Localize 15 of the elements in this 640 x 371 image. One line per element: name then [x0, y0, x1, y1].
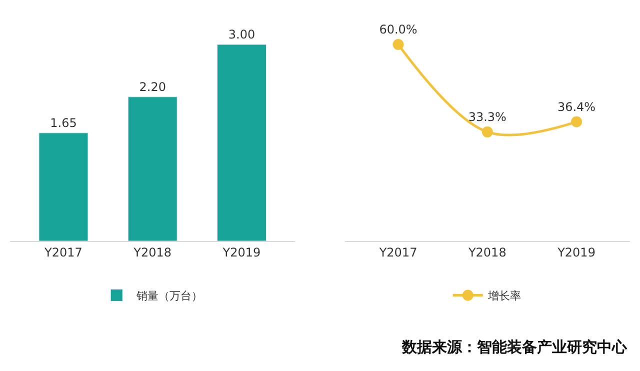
- x-tick-label: Y2019: [222, 245, 261, 260]
- data-label: 1.65: [50, 116, 77, 130]
- source-note: 数据来源：智能装备产业研究中心: [401, 338, 628, 356]
- x-tick-label: Y2018: [467, 245, 506, 260]
- data-label: 33.3%: [468, 110, 506, 124]
- x-tick-label: Y2017: [44, 245, 82, 260]
- data-label: 36.4%: [557, 100, 596, 114]
- data-label: 2.20: [139, 80, 166, 94]
- data-label: 3.00: [228, 27, 256, 42]
- x-tick-label: Y2018: [132, 245, 172, 260]
- x-tick-label: Y2017: [378, 245, 418, 260]
- legend-label: 增长率: [486, 290, 521, 303]
- legend-label: 销量（万台）: [136, 290, 203, 303]
- data-label: 60.0%: [379, 22, 418, 37]
- x-tick-label: Y2019: [556, 245, 596, 260]
